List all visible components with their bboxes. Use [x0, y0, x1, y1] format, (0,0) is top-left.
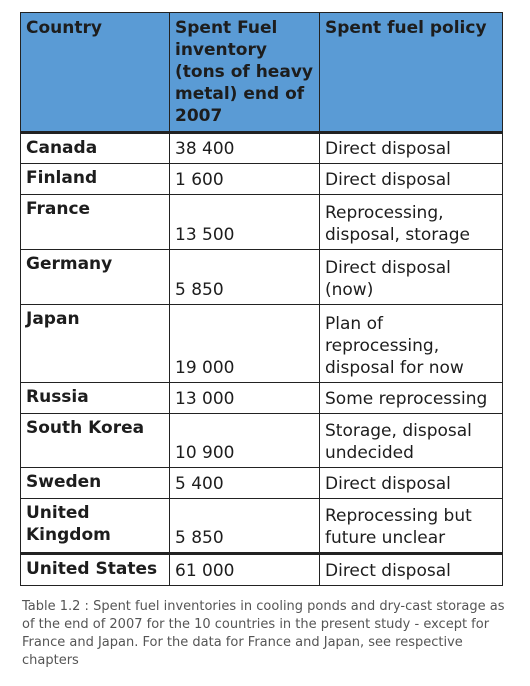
table-row: Finland 1 600 Direct disposal: [20, 163, 503, 195]
table-row: United States 61 000 Direct disposal: [20, 552, 503, 586]
country-cell: France: [20, 194, 170, 250]
policy-cell: Reprocessing, disposal, storage: [319, 194, 503, 250]
country-cell: Canada: [20, 131, 170, 164]
table-row: Russia 13 000 Some reprocessing: [20, 382, 503, 414]
table-header-row: Country Spent Fuel inventory (tons of he…: [20, 12, 503, 133]
table-row: France 13 500 Reprocessing, disposal, st…: [20, 194, 503, 250]
country-cell: United Kingdom: [20, 498, 170, 554]
header-policy: Spent fuel policy: [319, 12, 503, 133]
spent-fuel-table: Country Spent Fuel inventory (tons of he…: [20, 12, 503, 586]
country-cell: United States: [20, 552, 170, 586]
header-country: Country: [20, 12, 170, 133]
inventory-cell: 38 400: [169, 131, 320, 164]
inventory-cell: 5 850: [169, 249, 320, 305]
country-cell: Japan: [20, 304, 170, 383]
policy-cell: Some reprocessing: [319, 382, 503, 414]
inventory-cell: 5 850: [169, 498, 320, 554]
policy-cell: Direct disposal: [319, 131, 503, 164]
country-cell: Germany: [20, 249, 170, 305]
policy-cell: Direct disposal: [319, 163, 503, 195]
header-inventory: Spent Fuel inventory (tons of heavy meta…: [169, 12, 320, 133]
table-row: United Kingdom 5 850 Reprocessing but fu…: [20, 498, 503, 554]
inventory-cell: 5 400: [169, 467, 320, 499]
country-cell: South Korea: [20, 413, 170, 468]
country-cell: Russia: [20, 382, 170, 414]
table-row: South Korea 10 900 Storage, disposal und…: [20, 413, 503, 468]
policy-cell: Plan of reprocessing, disposal for now: [319, 304, 503, 383]
inventory-cell: 13 000: [169, 382, 320, 414]
inventory-cell: 61 000: [169, 552, 320, 586]
inventory-cell: 13 500: [169, 194, 320, 250]
table-row: Canada 38 400 Direct disposal: [20, 131, 503, 164]
inventory-cell: 1 600: [169, 163, 320, 195]
table-row: Germany 5 850 Direct disposal (now): [20, 249, 503, 305]
country-cell: Sweden: [20, 467, 170, 499]
policy-cell: Direct disposal (now): [319, 249, 503, 305]
table-caption: Table 1.2 : Spent fuel inventories in co…: [22, 599, 505, 668]
policy-cell: Direct disposal: [319, 467, 503, 499]
policy-cell: Direct disposal: [319, 552, 503, 586]
country-cell: Finland: [20, 163, 170, 195]
table-row: Sweden 5 400 Direct disposal: [20, 467, 503, 499]
table-row: Japan 19 000 Plan of reprocessing, dispo…: [20, 304, 503, 383]
policy-cell: Storage, disposal undecided: [319, 413, 503, 468]
policy-cell: Reprocessing but future unclear: [319, 498, 503, 554]
inventory-cell: 19 000: [169, 304, 320, 383]
inventory-cell: 10 900: [169, 413, 320, 468]
